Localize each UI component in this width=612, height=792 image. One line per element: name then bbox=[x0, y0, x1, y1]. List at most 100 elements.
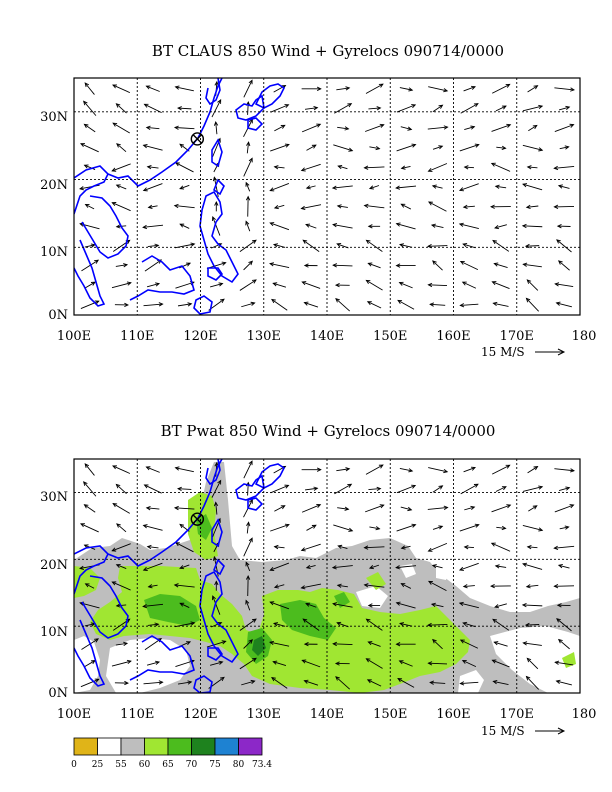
wind-vector bbox=[143, 302, 164, 307]
wind-vector bbox=[146, 164, 159, 170]
wind-vector bbox=[84, 281, 96, 289]
wind-vector bbox=[522, 183, 543, 191]
wind-vector bbox=[493, 262, 508, 269]
wind-vector bbox=[432, 485, 444, 493]
wind-vector bbox=[522, 524, 544, 532]
wind-vector bbox=[83, 100, 97, 116]
wind-vector bbox=[300, 583, 322, 590]
wind-vector bbox=[332, 602, 353, 608]
wind-vector bbox=[553, 584, 575, 589]
y-tick-label: 10N bbox=[40, 625, 68, 640]
wind-vector bbox=[458, 601, 479, 609]
wind-vector bbox=[142, 183, 163, 192]
wind-vector bbox=[270, 104, 290, 113]
wind-vector bbox=[213, 501, 219, 515]
wind-vector bbox=[397, 678, 415, 688]
pwat-contour-60 bbox=[366, 572, 386, 590]
vector-scale-arrowhead bbox=[557, 348, 566, 356]
pwat-contour-65 bbox=[144, 594, 200, 626]
wind-vector bbox=[142, 144, 163, 151]
wind-vector bbox=[334, 661, 350, 666]
wind-vector bbox=[494, 564, 507, 569]
wind-vector bbox=[490, 542, 511, 552]
wind-vector bbox=[492, 239, 510, 252]
wind-vector bbox=[521, 602, 543, 608]
wind-vector bbox=[301, 281, 321, 289]
wind-vector bbox=[554, 468, 576, 473]
colorbar-swatch bbox=[73, 737, 98, 756]
wind-vector bbox=[400, 126, 413, 131]
wind-vector bbox=[84, 82, 95, 95]
wind-vector bbox=[300, 204, 322, 211]
wind-vector bbox=[557, 564, 570, 569]
wind-vector bbox=[337, 164, 348, 170]
wind-vector bbox=[116, 143, 127, 153]
wind-vectors bbox=[79, 460, 576, 690]
wind-vector bbox=[397, 299, 415, 310]
pwat-contour-60 bbox=[74, 566, 100, 598]
wind-vector bbox=[111, 543, 131, 552]
wind-vector bbox=[459, 303, 479, 308]
wind-vector bbox=[243, 460, 253, 479]
x-tick-label: 160E bbox=[436, 329, 470, 344]
wind-vector bbox=[366, 679, 382, 687]
wind-vector bbox=[395, 222, 416, 230]
wind-vector bbox=[245, 561, 251, 572]
wind-vector bbox=[494, 184, 507, 189]
wind-vector bbox=[554, 123, 575, 133]
wind-vector bbox=[432, 525, 444, 530]
wind-vector bbox=[431, 184, 443, 189]
wind-vector bbox=[241, 301, 256, 308]
wind-vector bbox=[116, 523, 127, 533]
wind-vector bbox=[495, 486, 507, 492]
wind-vector bbox=[273, 204, 285, 210]
wind-vector bbox=[304, 486, 319, 491]
wind-vector bbox=[368, 486, 382, 492]
colorbar-label: 55 bbox=[115, 760, 127, 770]
wind-vector bbox=[145, 466, 160, 473]
colorbar-label: 25 bbox=[92, 760, 104, 770]
wind-vector bbox=[269, 183, 290, 192]
vector-scale: 15 M/S bbox=[481, 345, 566, 359]
wind-vector bbox=[271, 676, 288, 689]
wind-vector bbox=[173, 203, 195, 209]
pwat-contour-25 bbox=[356, 586, 388, 608]
wind-vector bbox=[271, 298, 288, 311]
wind-vector bbox=[396, 523, 417, 532]
wind-vector bbox=[173, 125, 195, 130]
wind-vector bbox=[462, 621, 476, 628]
wind-vector bbox=[458, 562, 479, 571]
wind-vector bbox=[303, 642, 318, 647]
x-tick-label: 100E bbox=[57, 329, 91, 344]
wind-vector bbox=[525, 297, 540, 312]
wind-vector bbox=[400, 583, 412, 589]
wind-vector bbox=[301, 123, 322, 133]
wind-vector bbox=[400, 545, 411, 550]
wind-vector bbox=[274, 505, 286, 512]
x-tick-label: 180 bbox=[572, 329, 597, 344]
wind-vector bbox=[522, 485, 544, 492]
wind-vector bbox=[243, 260, 254, 271]
colorbar-swatch bbox=[144, 737, 169, 756]
wind-vector bbox=[429, 680, 446, 685]
map-title: BT CLAUS 850 Wind + Gyrelocs 090714/0000 bbox=[152, 42, 504, 60]
colorbar-swatch bbox=[97, 737, 122, 756]
wind-vector bbox=[556, 239, 572, 253]
wind-vector bbox=[115, 641, 129, 646]
wind-vector bbox=[301, 467, 322, 472]
colorbar-label: 73.4 bbox=[252, 760, 272, 770]
wind-vector bbox=[555, 679, 572, 686]
wind-vector bbox=[245, 575, 251, 597]
wind-vector bbox=[115, 263, 129, 268]
wind-vector bbox=[305, 185, 316, 190]
wind-vector bbox=[367, 603, 381, 608]
wind-vector bbox=[336, 86, 351, 91]
wind-vector bbox=[142, 524, 163, 531]
wind-vector bbox=[302, 239, 320, 253]
wind-vector bbox=[145, 125, 160, 130]
wind-vector bbox=[273, 584, 285, 589]
wind-vector bbox=[243, 79, 253, 98]
wind-vector bbox=[334, 483, 353, 495]
wind-vector bbox=[464, 505, 476, 511]
